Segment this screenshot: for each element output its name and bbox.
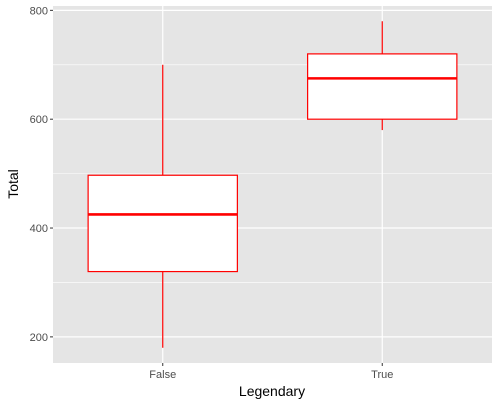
x-axis-title: Legendary: [239, 383, 305, 399]
y-tick-label: 600: [30, 114, 48, 126]
y-tick-label: 400: [30, 223, 48, 235]
box-iqr: [307, 53, 458, 120]
box-false: [87, 64, 238, 348]
y-axis-ticks: 200 400 600 800: [30, 5, 53, 344]
y-tick-label: 800: [30, 5, 48, 17]
x-axis-ticks: False True: [149, 363, 393, 381]
box-iqr: [87, 174, 238, 273]
boxes: [87, 21, 458, 348]
x-tick-label: False: [149, 369, 176, 381]
y-tick-label: 200: [30, 332, 48, 344]
box-true: [307, 21, 458, 131]
x-tick-label: True: [371, 369, 393, 381]
y-axis-title: Total: [5, 169, 21, 199]
